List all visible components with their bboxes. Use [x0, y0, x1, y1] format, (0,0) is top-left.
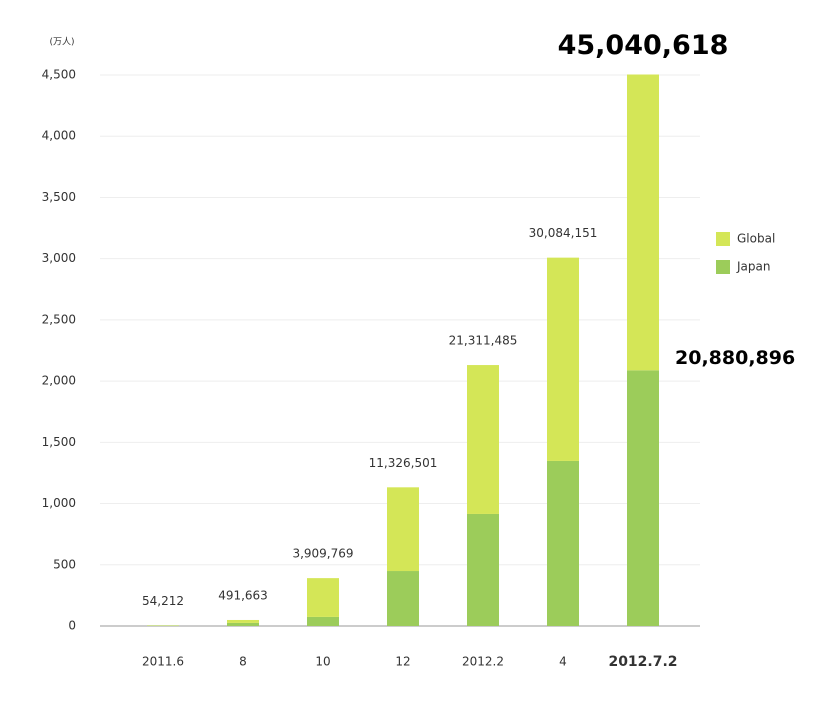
y-tick-label: 2,000	[42, 374, 76, 388]
bar-segment	[387, 487, 419, 572]
total-label: 54,212	[142, 594, 184, 608]
y-tick-label: 1,500	[42, 435, 76, 449]
bar-segment	[467, 365, 499, 514]
bar-segment	[627, 370, 659, 626]
y-axis-label: (万人)	[49, 37, 74, 48]
x-tick-label: 8	[239, 655, 247, 669]
legend-swatch	[716, 232, 730, 246]
y-tick-label: 500	[53, 557, 76, 571]
legend-label: Global	[737, 232, 775, 246]
bar-segment	[307, 578, 339, 617]
y-tick-label: 4,500	[42, 68, 76, 82]
x-tick-label: 10	[315, 655, 330, 669]
bar-segment	[547, 257, 579, 461]
total-label: 30,084,151	[529, 226, 598, 240]
y-tick-label: 0	[68, 619, 76, 633]
x-tick-label: 4	[559, 655, 567, 669]
y-tick-label: 4,000	[42, 129, 76, 143]
total-label: 21,311,485	[449, 334, 518, 348]
bar-segment	[547, 460, 579, 626]
value-label: 20,880,896	[675, 347, 795, 369]
x-tick-label: 12	[395, 655, 410, 669]
bar-segment	[467, 513, 499, 626]
bar-segment	[627, 74, 659, 371]
x-tick-label: 2012.2	[462, 655, 504, 669]
total-label: 45,040,618	[558, 30, 729, 61]
total-label: 3,909,769	[292, 547, 353, 561]
y-tick-label: 3,500	[42, 190, 76, 204]
bar-segment	[227, 619, 259, 623]
legend-label: Japan	[736, 260, 770, 274]
legend-swatch	[716, 260, 730, 274]
x-tick-label: 2011.6	[142, 655, 184, 669]
x-tick-label: 2012.7.2	[608, 654, 677, 670]
total-label: 11,326,501	[369, 456, 438, 470]
total-label: 491,663	[218, 588, 268, 602]
y-tick-label: 3,000	[42, 251, 76, 265]
y-tick-label: 2,500	[42, 312, 76, 326]
bar-segment	[307, 616, 339, 626]
bar-segment	[387, 571, 419, 626]
bar-segment	[227, 622, 259, 626]
y-tick-label: 1,000	[42, 496, 76, 510]
